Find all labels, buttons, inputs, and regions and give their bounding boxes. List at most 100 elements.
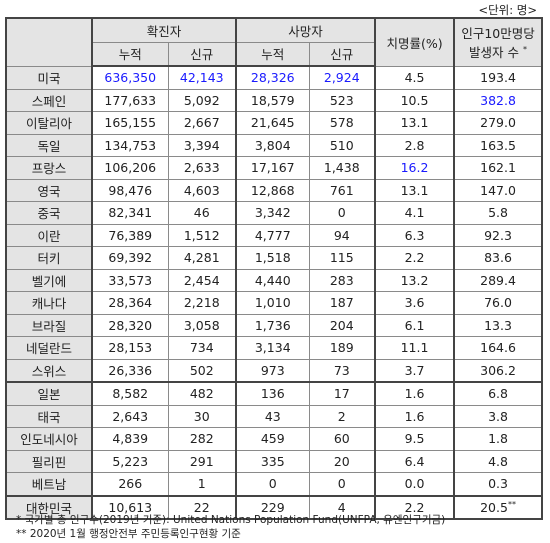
deaths-new-cell: 17 [308,381,376,406]
confirmed-cumulative-cell: 177,633 [91,88,169,112]
deaths-new-cell: 73 [308,358,376,383]
table-row: 영국 98,476 4,603 12,868 761 13.1 147.0 [5,178,544,202]
deaths-new-cell: 60 [308,427,376,451]
per100k-cell: 13.3 [453,313,544,337]
per100k-cell: 5.8 [453,201,544,225]
table-row: 프랑스 106,206 2,633 17,167 1,438 16.2 162.1 [5,156,544,180]
confirmed-cumulative-cell: 28,364 [91,291,169,315]
cfr-cell: 2.2 [374,494,455,520]
country-name: 일본 [5,381,93,406]
confirmed-new-cell: 2,667 [167,111,237,135]
cfr-cell: 4.1 [374,201,455,225]
footnote-korea: ** 2020년 1월 행정안전부 주민등록인구현황 기준 [16,528,241,540]
country-name: 스페인 [5,88,93,112]
deaths-new-cell: 1,438 [308,156,376,180]
header-confirmed-new: 신규 [167,41,237,67]
cfr-cell: 13.1 [374,178,455,202]
deaths-cumulative-cell: 0 [235,472,310,496]
country-name: 이란 [5,223,93,247]
cfr-cell: 2.8 [374,133,455,157]
per100k-cell: 382.8 [453,88,544,112]
table-row: 스위스 26,336 502 973 73 3.7 306.2 [5,358,544,383]
deaths-new-cell: 0 [308,201,376,225]
country-name: 프랑스 [5,156,93,180]
confirmed-new-cell: 2,454 [167,268,237,292]
deaths-cumulative-cell: 229 [235,494,310,520]
confirmed-cumulative-cell: 165,155 [91,111,169,135]
cfr-cell: 0.0 [374,472,455,496]
deaths-new-cell: 0 [308,472,376,496]
table-body: 미국 636,350 42,143 28,326 2,924 4.5 193.4 스페인 177… [5,65,544,520]
confirmed-cumulative-cell: 134,753 [91,133,169,157]
deaths-cumulative-cell: 1,518 [235,246,310,270]
header-country [5,17,93,67]
confirmed-cumulative-cell: 636,350 [91,65,169,90]
country-name: 대한민국 [5,494,93,520]
confirmed-cumulative-cell: 2,643 [91,404,169,428]
footnote-population: * 국가별 총 인구수(2019년 기준): United Nations Po… [16,514,446,526]
deaths-cumulative-cell: 28,326 [235,65,310,90]
table-row: 캐나다 28,364 2,218 1,010 187 3.6 76.0 [5,291,544,315]
deaths-cumulative-cell: 4,777 [235,223,310,247]
country-name: 스위스 [5,358,93,383]
per100k-cell: 4.8 [453,449,544,473]
confirmed-new-cell: 291 [167,449,237,473]
country-name: 중국 [5,201,93,225]
country-name: 베트남 [5,472,93,496]
cfr-cell: 1.6 [374,404,455,428]
country-name: 캐나다 [5,291,93,315]
confirmed-cumulative-cell: 28,320 [91,313,169,337]
deaths-new-cell: 94 [308,223,376,247]
country-name: 인도네시아 [5,427,93,451]
deaths-new-cell: 283 [308,268,376,292]
country-name: 브라질 [5,313,93,337]
confirmed-new-cell: 22 [167,494,237,520]
confirmed-new-cell: 46 [167,201,237,225]
per100k-cell: 147.0 [453,178,544,202]
confirmed-new-cell: 482 [167,381,237,406]
deaths-new-cell: 510 [308,133,376,157]
deaths-new-cell: 204 [308,313,376,337]
cfr-cell: 16.2 [374,156,455,180]
deaths-cumulative-cell: 335 [235,449,310,473]
cfr-cell: 6.1 [374,313,455,337]
deaths-cumulative-cell: 17,167 [235,156,310,180]
header-confirmed-cumulative: 누적 [91,41,169,67]
cfr-cell: 3.7 [374,358,455,383]
confirmed-cumulative-cell: 8,582 [91,381,169,406]
deaths-cumulative-cell: 973 [235,358,310,383]
confirmed-new-cell: 4,603 [167,178,237,202]
per100k-cell: 92.3 [453,223,544,247]
table-row: 필리핀 5,223 291 335 20 6.4 4.8 [5,449,544,473]
deaths-cumulative-cell: 3,342 [235,201,310,225]
country-name: 필리핀 [5,449,93,473]
country-name: 벨기에 [5,268,93,292]
unit-label: <단위: 명> [478,3,537,17]
cfr-cell: 1.6 [374,381,455,406]
table-row: 이란 76,389 1,512 4,777 94 6.3 92.3 [5,223,544,247]
covid-country-table: 확진자 사망자 치명률(%) 인구10만명당 발생자 수 * 누적 신규 누적 … [5,17,544,520]
cfr-cell: 9.5 [374,427,455,451]
confirmed-cumulative-cell: 4,839 [91,427,169,451]
confirmed-cumulative-cell: 266 [91,472,169,496]
deaths-new-cell: 20 [308,449,376,473]
confirmed-cumulative-cell: 28,153 [91,336,169,360]
deaths-new-cell: 761 [308,178,376,202]
table-row: 중국 82,341 46 3,342 0 4.1 5.8 [5,201,544,225]
per100k-cell: 20.5** [453,494,544,520]
per100k-cell: 289.4 [453,268,544,292]
country-name: 네덜란드 [5,336,93,360]
table-row: 인도네시아 4,839 282 459 60 9.5 1.8 [5,427,544,451]
country-name: 영국 [5,178,93,202]
per100k-cell: 279.0 [453,111,544,135]
deaths-new-cell: 2 [308,404,376,428]
deaths-new-cell: 578 [308,111,376,135]
deaths-cumulative-cell: 43 [235,404,310,428]
header-confirmed: 확진자 [91,17,237,43]
confirmed-new-cell: 1 [167,472,237,496]
deaths-cumulative-cell: 4,440 [235,268,310,292]
deaths-new-cell: 523 [308,88,376,112]
cfr-cell: 6.3 [374,223,455,247]
header-cfr: 치명률(%) [374,17,455,67]
table-row: 네덜란드 28,153 734 3,134 189 11.1 164.6 [5,336,544,360]
